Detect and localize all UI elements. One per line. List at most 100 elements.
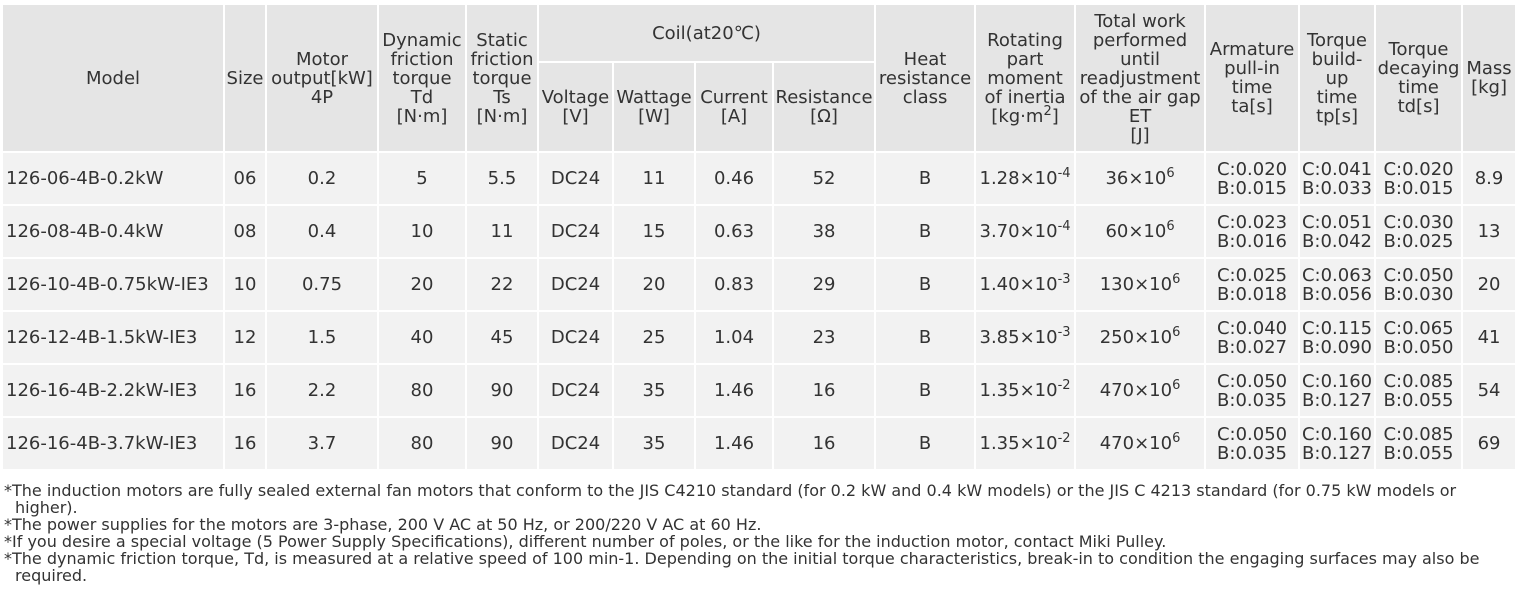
- cell-decay-time: C:0.065 B:0.050: [1376, 312, 1462, 363]
- voltage-value: DC24: [550, 327, 601, 348]
- decay-b: B:0.050: [1383, 336, 1454, 358]
- header-line: up: [1325, 67, 1349, 89]
- header-line: time: [1316, 86, 1358, 108]
- cell-model: 126-06-4B-0.2kW: [3, 153, 223, 204]
- static-torque-value: 5.5: [487, 168, 517, 189]
- buildup-c: C:0.160: [1301, 423, 1373, 445]
- decay-c: C:0.050: [1383, 264, 1454, 286]
- header-line: Voltage: [541, 87, 610, 108]
- header-line: Torque: [1388, 39, 1449, 60]
- armature-c: C:0.050: [1216, 370, 1288, 392]
- cell-decay-time: C:0.030 B:0.025: [1376, 206, 1462, 257]
- decay-b: B:0.030: [1383, 283, 1454, 305]
- mass-value: 20: [1477, 274, 1501, 295]
- header-line: time: [1231, 77, 1273, 98]
- decay-c: C:0.085: [1383, 423, 1454, 445]
- cell-mass: 54: [1463, 365, 1516, 416]
- mass-value: 54: [1477, 380, 1501, 401]
- cell-voltage: DC24: [539, 259, 612, 310]
- total-work-exponent: 6: [1166, 219, 1175, 234]
- footnote: *The power supplies for the motors are 3…: [4, 515, 762, 534]
- header-line: build-: [1311, 48, 1363, 70]
- model-value: 126-10-4B-0.75kW-IE3: [6, 274, 209, 295]
- wattage-value: 35: [642, 380, 666, 401]
- wattage-value: 15: [642, 221, 666, 242]
- cell-model: 126-16-4B-3.7kW-IE3: [3, 418, 223, 469]
- cell-current: 0.63: [696, 206, 772, 257]
- header-line: Wattage: [616, 87, 692, 108]
- cell-decay-time: C:0.020 B:0.015: [1376, 153, 1462, 204]
- armature-c: C:0.023: [1216, 211, 1288, 233]
- cell-current: 1.46: [696, 365, 772, 416]
- header-line: until: [1120, 48, 1160, 70]
- current-value: 0.46: [713, 168, 755, 189]
- cell-total-work: 470×106: [1076, 365, 1205, 416]
- mass-value: 13: [1477, 221, 1501, 242]
- current-value: 1.04: [713, 327, 755, 348]
- header-line: [kg·m2]: [977, 103, 1073, 126]
- cell-resistance: 29: [774, 259, 875, 310]
- header-line: readjustment: [1079, 67, 1201, 89]
- cell-size: 12: [225, 312, 265, 363]
- spec-table: Model Size Motor output[kW] 4P Dynamic f…: [1, 3, 1517, 471]
- header-motor-output-line: Motor: [295, 48, 348, 70]
- header-line: Heat: [903, 48, 947, 70]
- header-line: Td: [410, 86, 434, 108]
- spec-table-body: 126-06-4B-0.2kW 06 0.2 5 5.5 DC24 11 0.46 52 B 1.2…: [3, 153, 1516, 469]
- cell-model: 126-12-4B-1.5kW-IE3: [3, 312, 223, 363]
- cell-dynamic-torque: 80: [379, 365, 465, 416]
- cell-heat-class: B: [876, 259, 975, 310]
- cell-wattage: 35: [614, 418, 694, 469]
- header-line: decaying: [1377, 58, 1460, 79]
- header-line: class: [902, 86, 948, 108]
- cell-output: 1.5: [267, 312, 377, 363]
- resistance-value: 16: [812, 380, 836, 401]
- cell-resistance: 38: [774, 206, 875, 257]
- header-coil-group: Coil(at20℃): [539, 5, 875, 61]
- cell-inertia: 3.85×10-3: [976, 312, 1075, 363]
- heat-class-value: B: [918, 274, 932, 295]
- output-value: 0.4: [307, 221, 337, 242]
- header-armature-time: Armature pull-in time ta[s]: [1206, 5, 1299, 151]
- table-row: 126-16-4B-3.7kW-IE3 16 3.7 80 90 DC24 35 1.46 16…: [3, 418, 1516, 469]
- dynamic-torque-value: 80: [410, 380, 434, 401]
- dynamic-torque-value: 10: [410, 221, 434, 242]
- header-static-torque: Static friction torque Ts [N·m]: [467, 5, 537, 151]
- header-current: Current [A]: [696, 63, 772, 151]
- cell-resistance: 16: [774, 418, 875, 469]
- header-resistance: Resistance [Ω]: [774, 63, 875, 151]
- decay-b: B:0.025: [1383, 230, 1454, 252]
- static-torque-value: 45: [490, 327, 514, 348]
- header-inertia-exp: 2: [1043, 103, 1052, 119]
- header-line: of the air gap: [1079, 86, 1201, 108]
- cell-wattage: 20: [614, 259, 694, 310]
- size-value: 08: [233, 221, 257, 242]
- wattage-value: 25: [642, 327, 666, 348]
- header-line: [N·m]: [476, 105, 528, 127]
- cell-buildup-time: C:0.063 B:0.056: [1300, 259, 1375, 310]
- cell-decay-time: C:0.085 B:0.055: [1376, 418, 1462, 469]
- armature-c: C:0.050: [1216, 423, 1288, 445]
- header-motor-output: Motor output[kW] 4P: [267, 5, 377, 151]
- resistance-value: 16: [812, 433, 836, 454]
- total-work-base: 60×10: [1105, 221, 1167, 242]
- wattage-value: 11: [642, 168, 666, 189]
- cell-total-work: 60×106: [1076, 206, 1205, 257]
- resistance-value: 52: [812, 168, 836, 189]
- cell-dynamic-torque: 20: [379, 259, 465, 310]
- header-line: ta[s]: [1231, 96, 1273, 117]
- cell-size: 06: [225, 153, 265, 204]
- cell-total-work: 130×106: [1076, 259, 1205, 310]
- inertia-exponent: -4: [1057, 219, 1071, 234]
- total-work-base: 470×10: [1099, 380, 1173, 401]
- table-row: 126-06-4B-0.2kW 06 0.2 5 5.5 DC24 11 0.46 52 B 1.2…: [3, 153, 1516, 204]
- cell-total-work: 250×106: [1076, 312, 1205, 363]
- cell-total-work: 36×106: [1076, 153, 1205, 204]
- heat-class-value: B: [918, 433, 932, 454]
- header-inertia: Rotating part moment of inertia [kg·m2]: [976, 5, 1075, 151]
- footnote: *The dynamic friction torque, Td, is mea…: [4, 549, 1480, 585]
- armature-c: C:0.025: [1216, 264, 1288, 286]
- header-line: Ts: [493, 86, 511, 108]
- total-work-base: 250×10: [1099, 327, 1173, 348]
- header-line: Rotating: [987, 29, 1063, 51]
